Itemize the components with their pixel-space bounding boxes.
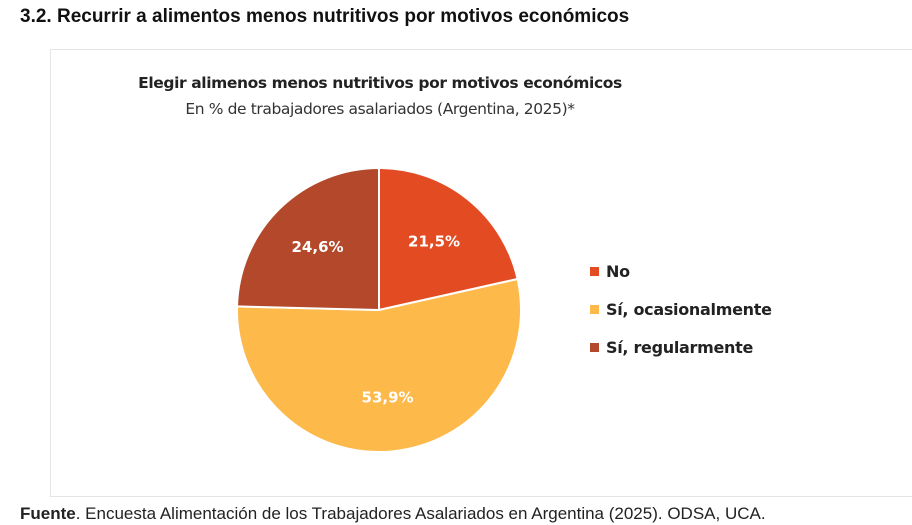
legend-label: Sí, ocasionalmente — [606, 299, 772, 319]
data-label: 53,9% — [362, 389, 414, 407]
source-label: Fuente — [20, 504, 76, 523]
legend-label: Sí, regularmente — [606, 337, 754, 357]
pie-slice-0 — [378, 166, 519, 312]
data-label: 21,5% — [408, 232, 460, 250]
legend-label: No — [606, 261, 630, 281]
data-label: 24,6% — [292, 238, 344, 256]
legend-swatch — [590, 342, 599, 352]
legend-item: Sí, regularmente — [590, 328, 772, 366]
source-footer: Fuente. Encuesta Alimentación de los Tra… — [20, 504, 766, 524]
pie-slice-2 — [236, 166, 380, 312]
legend-swatch — [590, 304, 599, 314]
section-title: 3.2. Recurrir a alimentos menos nutritiv… — [20, 6, 630, 27]
chart-subtitle: En % de trabajadores asalariados (Argent… — [185, 100, 575, 118]
legend: No Sí, ocasionalmente Sí, regularmente — [590, 252, 772, 366]
source-text: . Encuesta Alimentación de los Trabajado… — [75, 504, 766, 523]
legend-item: Sí, ocasionalmente — [590, 290, 772, 328]
legend-swatch — [590, 266, 599, 276]
chart-title: Elegir alimenos menos nutritivos por mot… — [138, 74, 622, 92]
legend-item: No — [590, 252, 772, 290]
pie-slice-1 — [236, 277, 522, 453]
